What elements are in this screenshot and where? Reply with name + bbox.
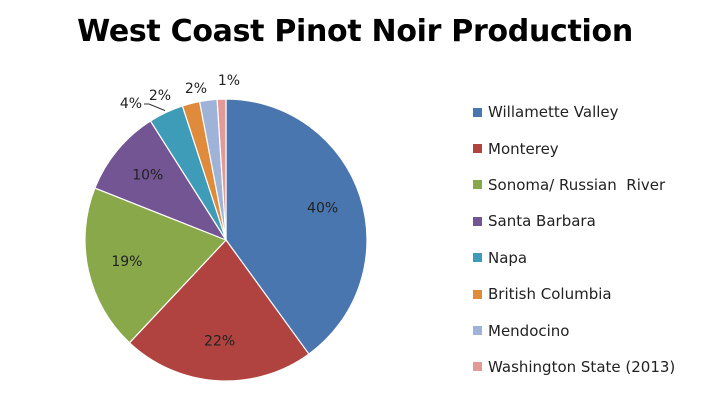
pie-slice-monterey bbox=[128, 239, 310, 382]
legend-item-british-columbia: British Columbia bbox=[473, 276, 675, 312]
data-label-sonoma-russian-river: 19% bbox=[111, 254, 142, 270]
legend-swatch bbox=[473, 362, 482, 372]
legend-swatch bbox=[473, 253, 482, 263]
legend-swatch bbox=[473, 180, 482, 190]
legend-item-monterey: Monterey bbox=[473, 130, 675, 166]
pie-slice-sonoma-russian-river bbox=[84, 187, 228, 344]
chart-title: West Coast Pinot Noir Production bbox=[77, 14, 633, 49]
legend-item-willamette-valley: Willamette Valley bbox=[473, 94, 675, 130]
pie-slice-washington-state-2013 bbox=[216, 98, 227, 241]
legend: Willamette Valley Monterey Sonoma/ Russian… bbox=[473, 94, 675, 385]
legend-label: Monterey bbox=[488, 139, 559, 158]
legend-swatch bbox=[473, 326, 482, 336]
legend-label: Mendocino bbox=[488, 321, 570, 340]
data-label-santa-barbara: 10% bbox=[132, 167, 163, 183]
legend-swatch bbox=[473, 107, 482, 117]
legend-item-mendocino: Mendocino bbox=[473, 312, 675, 348]
legend-swatch bbox=[473, 144, 482, 154]
data-label-mendocino: 2% bbox=[185, 81, 207, 97]
legend-label: Willamette Valley bbox=[488, 103, 619, 122]
legend-label: Napa bbox=[488, 248, 528, 267]
legend-swatch bbox=[473, 216, 482, 226]
pie-slice-willamette-valley bbox=[225, 98, 368, 355]
legend-label: Sonoma/ Russian River bbox=[488, 175, 666, 194]
data-label-napa: 4% bbox=[120, 96, 142, 112]
legend-item-santa-barbara: Santa Barbara bbox=[473, 203, 675, 239]
legend-item-napa: Napa bbox=[473, 240, 675, 276]
legend-swatch bbox=[473, 289, 482, 299]
pie-slices bbox=[84, 98, 368, 382]
legend-label: Washington State (2013) bbox=[488, 357, 676, 376]
leader-line-napa bbox=[144, 103, 166, 112]
data-label-british-columbia: 2% bbox=[149, 88, 171, 104]
legend-item-washington-state-2013: Washington State (2013) bbox=[473, 349, 675, 385]
data-label-monterey: 22% bbox=[204, 333, 235, 349]
leader-lines bbox=[144, 103, 166, 112]
pie-data-labels: 40% 22% 19% 10% 4% 2% 2% 1% bbox=[111, 73, 338, 349]
data-label-washington-state-2013: 1% bbox=[218, 73, 240, 89]
legend-item-sonoma-russian-river: Sonoma/ Russian River bbox=[473, 167, 675, 203]
pie-slice-santa-barbara bbox=[94, 120, 228, 242]
legend-label: Santa Barbara bbox=[488, 212, 596, 231]
legend-label: British Columbia bbox=[488, 285, 612, 304]
data-label-willamette-valley: 40% bbox=[307, 201, 338, 217]
